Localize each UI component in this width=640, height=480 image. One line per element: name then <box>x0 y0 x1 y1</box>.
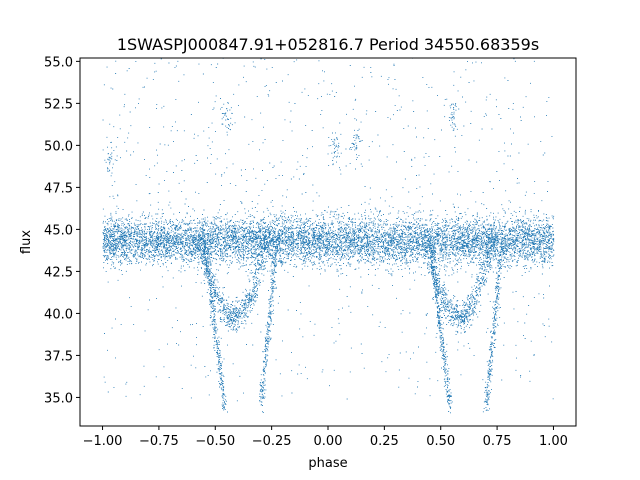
y-tick-label: 37.5 <box>44 349 73 364</box>
x-tick-label: 0.00 <box>314 434 343 449</box>
y-tick-label: 42.5 <box>44 265 73 280</box>
x-tick-label: −0.50 <box>195 434 235 449</box>
y-tick-label: 47.5 <box>44 181 73 196</box>
y-axis-label: flux <box>19 230 34 254</box>
x-tick-label: −0.25 <box>252 434 292 449</box>
y-tick-label: 40.0 <box>44 307 73 322</box>
x-tick-label: 1.00 <box>539 434 568 449</box>
y-tick-label: 50.0 <box>44 139 73 154</box>
y-tick-label: 55.0 <box>44 55 73 70</box>
y-tick-label: 52.5 <box>44 97 73 112</box>
data-points <box>102 57 555 414</box>
x-axis-ticks: −1.00 −0.75 −0.50 −0.25 0.00 0.25 0.50 0.75 1.00 <box>83 426 568 449</box>
y-tick-label: 35.0 <box>44 391 73 406</box>
x-tick-label: 0.75 <box>483 434 512 449</box>
x-tick-label: −0.75 <box>139 434 179 449</box>
x-tick-label: 0.25 <box>370 434 399 449</box>
chart-title: 1SWASPJ000847.91+052816.7 Period 34550.6… <box>117 35 539 54</box>
x-tick-label: 0.50 <box>426 434 455 449</box>
y-tick-label: 45.0 <box>44 223 73 238</box>
x-axis-label: phase <box>308 456 347 471</box>
y-axis-ticks: 35.0 37.5 40.0 42.5 45.0 47.5 50.0 52.5 55.0 <box>44 55 80 406</box>
x-tick-label: −1.00 <box>83 434 123 449</box>
scatter-points <box>102 57 555 414</box>
